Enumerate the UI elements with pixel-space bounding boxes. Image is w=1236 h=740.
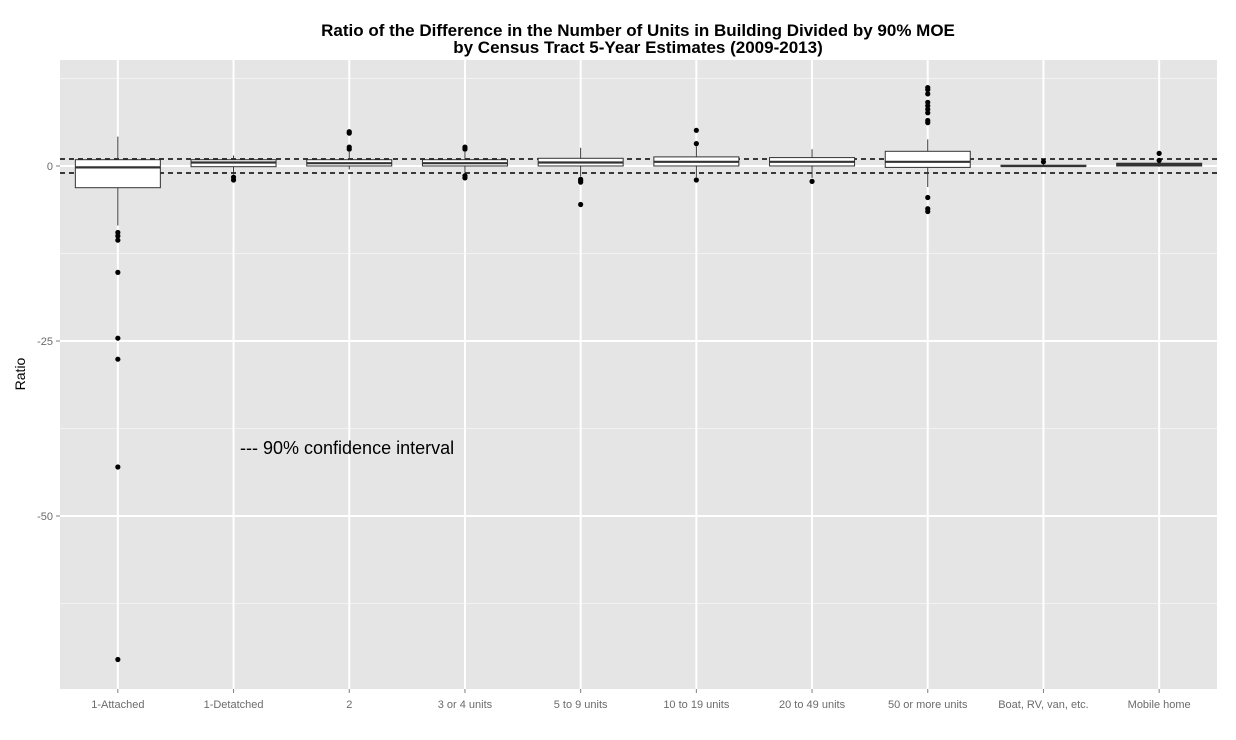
outlier-point bbox=[1156, 157, 1162, 163]
x-tick-label: Boat, RV, van, etc. bbox=[998, 699, 1089, 711]
outlier-point bbox=[346, 144, 352, 150]
minor-gridlines bbox=[60, 78, 1217, 604]
outlier-point bbox=[462, 144, 468, 150]
outlier-point bbox=[925, 194, 931, 201]
outlier-point bbox=[809, 178, 815, 184]
x-axis-ticks: 1-Attached 1-Detatched 2 3 or 4 units 5 to 9… bbox=[91, 689, 1191, 711]
box-20-to-49-units bbox=[769, 149, 856, 178]
outlier-point bbox=[693, 127, 699, 133]
box-5-to-9-units bbox=[537, 147, 624, 177]
confidence-interval-lines bbox=[60, 158, 1217, 174]
box-iqr bbox=[74, 159, 161, 189]
outlier-point bbox=[115, 464, 121, 470]
x-tick-label: 1-Detatched bbox=[204, 699, 264, 711]
outlier-point bbox=[578, 179, 584, 185]
y-axis-label: Ratio bbox=[12, 357, 28, 390]
outlier-point bbox=[925, 85, 931, 91]
box-2 bbox=[306, 152, 393, 170]
outlier-point bbox=[925, 91, 931, 97]
outlier-point bbox=[115, 237, 121, 243]
y-tick-label: -25 bbox=[37, 336, 53, 348]
chart-title-block: Ratio of the Difference in the Number of… bbox=[0, 22, 1236, 56]
outlier-point bbox=[115, 269, 121, 275]
confidence-interval-annotation: --- 90% confidence interval bbox=[240, 438, 454, 458]
outlier-point bbox=[578, 201, 584, 208]
chart-title: Ratio of the Difference in the Number of… bbox=[321, 21, 955, 40]
x-tick-label: 50 or more units bbox=[888, 699, 968, 711]
outlier-point bbox=[925, 99, 931, 105]
y-tick-label: -50 bbox=[37, 511, 53, 523]
outlier-point bbox=[346, 129, 352, 135]
x-tick-label: Mobile home bbox=[1128, 699, 1191, 711]
x-tick-label: 3 or 4 units bbox=[438, 699, 493, 711]
x-tick-label: 2 bbox=[346, 699, 352, 711]
box-1-attached bbox=[74, 136, 161, 226]
outlier-point bbox=[925, 117, 931, 124]
outlier-point bbox=[925, 208, 931, 215]
y-tick-label: 0 bbox=[47, 161, 53, 173]
outlier-point bbox=[1156, 150, 1162, 156]
outlier-point bbox=[115, 356, 121, 362]
outlier-point bbox=[115, 656, 121, 663]
chart-subtitle: by Census Tract 5-Year Estimates (2009-2… bbox=[453, 38, 823, 57]
box-iqr bbox=[884, 150, 971, 168]
outlier-points bbox=[115, 85, 1162, 663]
x-tick-label: 20 to 49 units bbox=[779, 699, 846, 711]
box-50-or-more-units bbox=[884, 139, 971, 187]
outlier-point bbox=[693, 141, 699, 147]
outlier-point bbox=[693, 177, 699, 183]
outlier-point bbox=[115, 335, 121, 341]
outlier-point bbox=[1040, 159, 1047, 165]
box-1-detatched bbox=[190, 155, 277, 175]
outlier-point bbox=[230, 177, 237, 183]
y-axis-ticks: 0 -25 -50 bbox=[37, 161, 60, 523]
box-series bbox=[74, 136, 1203, 226]
x-tick-label: 5 to 9 units bbox=[554, 699, 608, 711]
x-tick-label: 1-Attached bbox=[91, 699, 144, 711]
box-3-or-4-units bbox=[421, 152, 508, 175]
outlier-point bbox=[462, 175, 468, 181]
box-10-to-19-units bbox=[653, 146, 740, 178]
outlier-point bbox=[115, 233, 121, 239]
x-tick-label: 10 to 19 units bbox=[663, 699, 730, 711]
